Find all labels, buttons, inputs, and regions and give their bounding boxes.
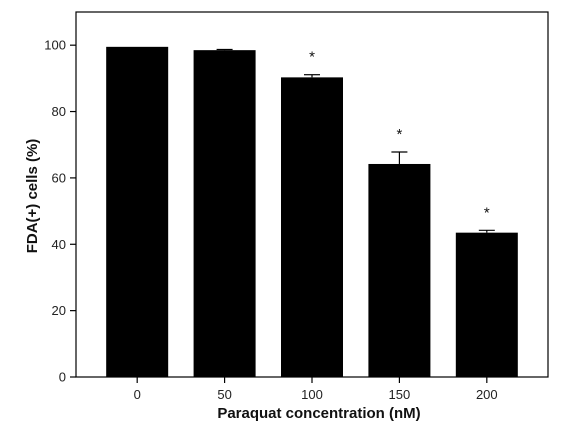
x-axis-title: Paraquat concentration (nM) — [217, 405, 420, 422]
y-tick-label: 80 — [52, 104, 66, 119]
significance-marker: * — [309, 49, 315, 66]
y-axis-title: FDA(+) cells (%) — [24, 139, 41, 254]
plot-area: 0 20 40 60 80 100 0 50 * 100 * 150 * 200 — [44, 11, 549, 402]
bar — [455, 232, 518, 377]
x-tick-label: 0 — [134, 387, 141, 402]
x-tick-label: 200 — [476, 387, 498, 402]
bar — [281, 77, 343, 378]
x-tick-label: 150 — [389, 387, 411, 402]
y-tick-label: 20 — [52, 303, 66, 318]
bar — [106, 46, 169, 377]
significance-marker: * — [484, 204, 490, 221]
y-tick-label: 60 — [52, 170, 66, 185]
x-tick-label: 50 — [217, 387, 231, 402]
y-tick-label: 0 — [59, 370, 66, 385]
x-tick-label: 100 — [301, 387, 323, 402]
bar — [193, 50, 256, 378]
y-tick-label: 40 — [52, 237, 66, 252]
bar — [368, 163, 431, 377]
y-tick-label: 100 — [44, 38, 66, 53]
significance-marker: * — [396, 126, 402, 143]
